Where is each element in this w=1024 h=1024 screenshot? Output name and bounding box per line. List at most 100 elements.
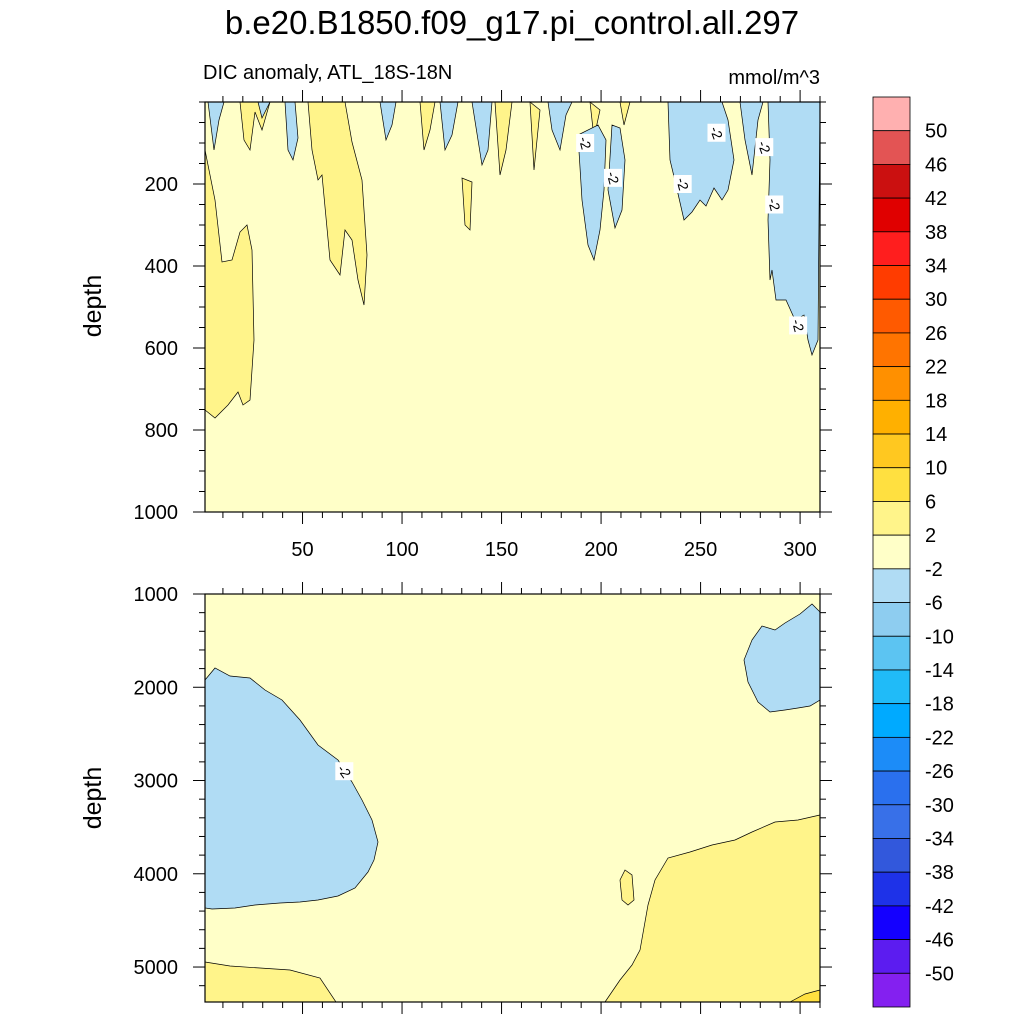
colorbar-label: 10	[925, 458, 947, 480]
colorbar-segment	[872, 972, 911, 1008]
colorbar-segment	[872, 602, 911, 637]
upper-y-tick-label: 1000	[134, 502, 179, 524]
colorbar-label: -2	[925, 559, 943, 581]
upper-contour-region	[204, 102, 255, 419]
upper-contour-label: -2	[673, 176, 692, 192]
upper-x-tick-label: 300	[783, 539, 816, 561]
colorbar-label: 42	[925, 188, 947, 210]
upper-contour-label: -2	[765, 196, 784, 212]
colorbar-segment	[872, 332, 911, 368]
colorbar-segment	[872, 130, 911, 165]
colorbar-segment	[872, 96, 911, 132]
upper-contour-label-box	[673, 175, 692, 193]
colorbar-label: -38	[925, 862, 954, 884]
upper-contour-label: -2	[604, 170, 623, 186]
lower-panel-frame	[204, 593, 821, 1003]
upper-contour-label: -2	[755, 139, 774, 156]
lower-contour-region	[604, 814, 821, 1003]
upper-y-tick-label: 400	[145, 256, 178, 278]
lower-y-tick-label: 2000	[134, 677, 179, 699]
upper-contour-label-box	[765, 195, 784, 214]
upper-contour-label: -2	[576, 135, 595, 151]
upper-contour-region	[577, 124, 607, 262]
colorbar-label: 38	[925, 222, 947, 244]
colorbar-label: 14	[925, 424, 947, 446]
colorbar-segment	[872, 197, 911, 233]
upper-contour-region	[767, 101, 821, 357]
upper-contour-label-box	[604, 168, 623, 187]
upper-y-tick-label: 600	[145, 338, 178, 360]
upper-contour-region	[461, 177, 473, 231]
colorbar-segment	[872, 467, 911, 502]
colorbar-label: -30	[925, 795, 954, 817]
upper-contour-label-box	[707, 123, 726, 142]
colorbar-label: -10	[925, 626, 954, 648]
colorbar-label: 22	[925, 357, 947, 379]
lower-contour-region	[619, 869, 635, 906]
upper-y-tick-label: 200	[145, 174, 178, 196]
upper-y-axis-label: depth	[79, 275, 107, 338]
chart-subtitle: DIC anomaly, ATL_18S-18N	[203, 62, 453, 84]
colorbar-segment	[872, 568, 911, 603]
colorbar-segment	[872, 703, 911, 738]
colorbar-segment	[872, 433, 911, 469]
upper-contour-region	[307, 101, 368, 306]
colorbar-label: 30	[925, 289, 947, 311]
lower-contour-region	[204, 667, 379, 910]
units-label: mmol/m^3	[728, 67, 820, 89]
lower-y-tick-label: 5000	[134, 957, 179, 979]
colorbar-segment	[872, 399, 911, 435]
lower-y-tick-label: 4000	[134, 864, 179, 886]
colorbar-label: 2	[925, 525, 936, 547]
lower-contour-region	[743, 603, 821, 713]
upper-contour-label: -2	[789, 317, 808, 333]
colorbar-label: 46	[925, 154, 947, 176]
colorbar-label: 18	[925, 390, 947, 412]
colorbar-label: -18	[925, 694, 954, 716]
upper-x-tick-label: 50	[291, 539, 313, 561]
colorbar-label: 26	[925, 323, 947, 345]
upper-contour-label-box	[576, 134, 595, 152]
colorbar-segment	[872, 736, 911, 772]
upper-x-tick-label: 200	[584, 539, 617, 561]
colorbar-segment	[872, 635, 911, 671]
upper-contour-label-box	[789, 316, 808, 335]
colorbar-label: -22	[925, 727, 954, 749]
colorbar-segment	[872, 231, 911, 266]
colorbar-label: 50	[925, 121, 947, 143]
colorbar-segment	[872, 770, 911, 806]
colorbar-label: -14	[925, 660, 954, 682]
colorbar-segment	[872, 534, 911, 570]
upper-contour-label: -2	[707, 124, 726, 141]
upper-contour-region	[589, 101, 601, 139]
upper-contour-region	[529, 101, 541, 171]
colorbar-segment	[872, 669, 911, 705]
lower-y-tick-label: 3000	[134, 771, 179, 793]
colorbar-segment	[872, 939, 911, 974]
upper-x-tick-label: 100	[385, 539, 418, 561]
lower-contour-label-box	[335, 762, 354, 781]
colorbar-label: -6	[925, 593, 943, 615]
upper-x-tick-label: 150	[485, 539, 518, 561]
colorbar-label: -34	[925, 828, 954, 850]
upper-y-tick-label: 800	[145, 420, 178, 442]
colorbar-segment	[872, 298, 911, 334]
colorbar-segment	[872, 265, 911, 300]
colorbar-segment	[872, 871, 911, 907]
colorbar-label: -26	[925, 761, 954, 783]
colorbar-label: 34	[925, 256, 947, 278]
lower-y-axis-label: depth	[79, 767, 107, 830]
upper-x-tick-label: 250	[684, 539, 717, 561]
upper-contour-label-box	[755, 138, 774, 157]
colorbar-label: 6	[925, 491, 936, 513]
colorbar-segment	[872, 366, 911, 401]
colorbar-segment	[872, 804, 911, 839]
colorbar-label: -46	[925, 930, 954, 952]
lower-y-tick-label: 1000	[134, 584, 179, 606]
colorbar-segment	[872, 838, 911, 873]
colorbar-segment	[872, 164, 911, 199]
colorbar-segment	[872, 501, 911, 536]
colorbar-label: -50	[925, 963, 954, 985]
colorbar-label: -42	[925, 896, 954, 918]
